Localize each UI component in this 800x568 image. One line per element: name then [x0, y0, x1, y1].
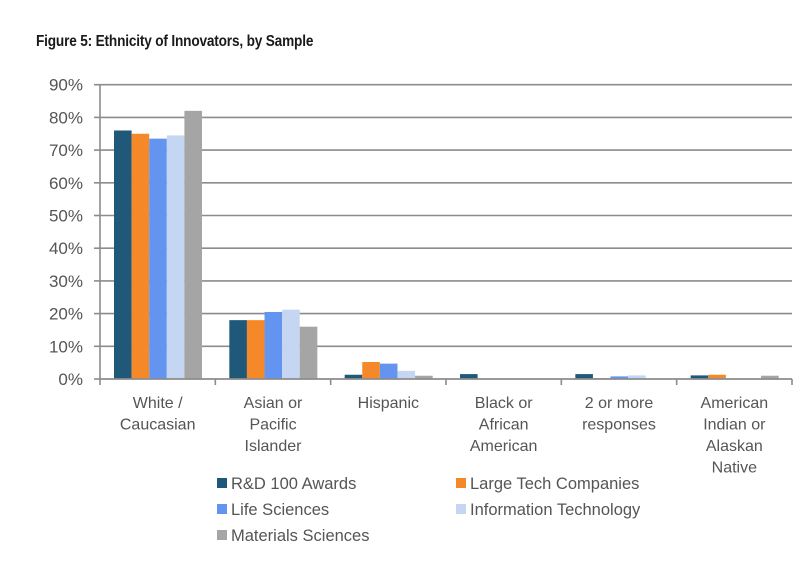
x-tick-label: Black or African American [470, 395, 538, 455]
legend-item: R&D 100 Awards [217, 475, 356, 493]
bar [460, 374, 478, 379]
legend-label: Life Sciences [231, 501, 329, 519]
x-tick-label-line: 2 or more [585, 395, 654, 412]
x-tick-label-line: African [479, 417, 529, 434]
y-tick-label: 80% [49, 108, 83, 127]
x-tick-label: Hispanic [358, 395, 419, 412]
figure-title: Figure 5: Ethnicity of Innovators, by Sa… [36, 33, 314, 50]
y-axis-tick-labels: 0% 10% 20% 30% 40% 50% 60% 70% 80% 90% [49, 76, 83, 389]
legend-label: R&D 100 Awards [231, 475, 356, 493]
axes [94, 83, 793, 385]
y-tick-label: 20% [49, 305, 83, 324]
x-tick-label-line: Alaskan [706, 438, 763, 455]
y-tick-label: 30% [49, 272, 83, 291]
bar [610, 376, 629, 379]
x-tick-label: White / Caucasian [120, 395, 196, 434]
y-tick-label: 90% [49, 76, 83, 95]
x-tick-label-line: Caucasian [120, 417, 196, 434]
bar [114, 130, 132, 379]
legend-swatch [456, 478, 466, 488]
bar [379, 363, 398, 379]
bars [114, 110, 779, 380]
legend: R&D 100 Awards Large Tech Companies Life S… [217, 475, 641, 545]
bar [166, 135, 185, 379]
bar [149, 138, 167, 379]
y-tick-label: 50% [49, 207, 83, 226]
legend-label: Materials Sciences [231, 527, 369, 545]
legend-item: Life Sciences [217, 501, 329, 519]
bar [184, 110, 202, 380]
legend-item: Large Tech Companies [456, 475, 639, 493]
legend-label: Information Technology [470, 501, 641, 519]
bar [246, 320, 265, 379]
x-tick-label: American Indian or Alaskan Native [701, 395, 769, 477]
y-tick-label: 70% [49, 141, 83, 160]
x-tick-label: 2 or more responses [582, 395, 656, 434]
y-tick-label: 10% [49, 337, 83, 356]
bar [362, 362, 380, 379]
bar [264, 311, 283, 379]
legend-label: Large Tech Companies [470, 475, 639, 493]
legend-swatch [456, 504, 466, 514]
bar [131, 133, 150, 379]
legend-swatch [217, 530, 227, 540]
bar [229, 320, 247, 379]
y-tick-label: 40% [49, 239, 83, 258]
x-tick-label-line: Pacific [249, 417, 296, 434]
bar [575, 374, 593, 379]
x-tick-label-line: Indian or [703, 417, 766, 434]
bar [299, 326, 318, 379]
legend-swatch [217, 478, 227, 488]
bar [282, 309, 300, 379]
bar [628, 375, 646, 379]
bar [690, 375, 709, 379]
legend-item: Information Technology [456, 501, 641, 519]
bar [344, 374, 363, 379]
x-tick-label-line: American [470, 438, 538, 455]
x-tick-label-line: responses [582, 417, 656, 434]
x-tick-label: Asian or Pacific Islander [244, 395, 303, 455]
x-axis-tick-labels: White / Caucasian Asian or Pacific Islander H… [120, 395, 768, 477]
x-tick-label-line: Asian or [244, 395, 303, 412]
gridlines [100, 83, 792, 348]
x-tick-label-line: Black or [475, 395, 533, 412]
x-tick-label-line: Islander [245, 438, 303, 455]
bar [415, 375, 433, 379]
x-tick-label-line: American [701, 395, 769, 412]
x-tick-label-line: Native [712, 460, 757, 477]
y-tick-label: 60% [49, 174, 83, 193]
x-tick-label-line: Hispanic [358, 395, 419, 412]
legend-swatch [217, 504, 227, 514]
bar [761, 375, 779, 379]
y-tick-label: 0% [58, 370, 83, 389]
legend-item: Materials Sciences [217, 527, 369, 545]
x-tick-label-line: White / [133, 395, 183, 412]
bar [397, 370, 416, 379]
bar [708, 374, 726, 379]
